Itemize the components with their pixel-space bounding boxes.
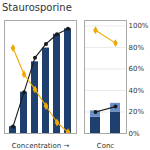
svg-text:20%: 20% [129,108,145,116]
svg-text:0%: 0% [129,130,140,138]
svg-text:100%: 100% [129,22,149,30]
svg-text:80%: 80% [129,44,145,52]
svg-text:Conc: Conc [97,142,115,150]
svg-text:40%: 40% [129,87,145,95]
svg-text:Concentration →: Concentration → [12,142,70,150]
html-text:Staurosporine: Staurosporine [2,2,72,13]
svg-text:60%: 60% [129,65,145,73]
